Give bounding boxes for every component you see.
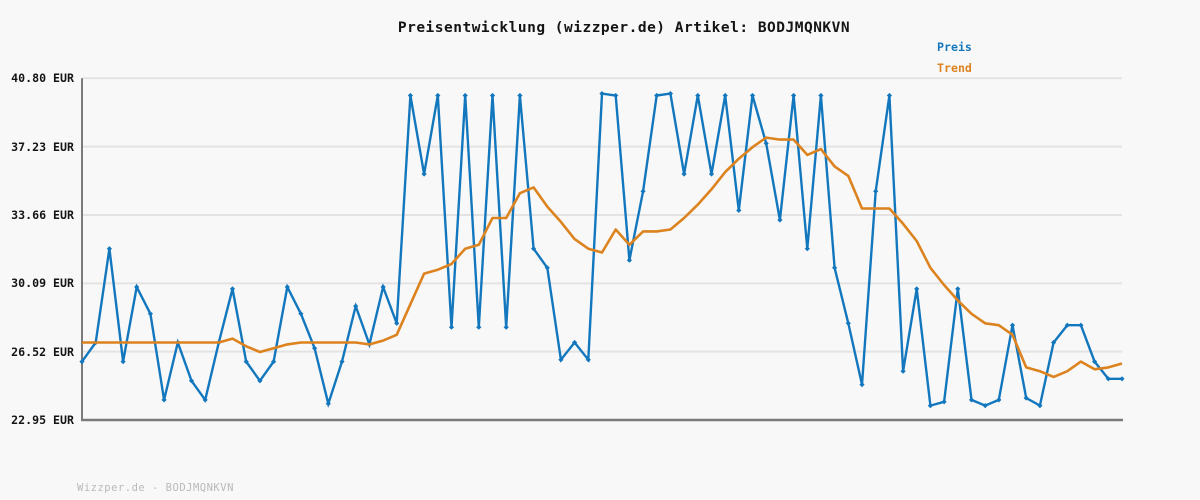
- y-axis-tick-label: 26.52 EUR: [11, 344, 74, 359]
- y-axis-tick-label: 37.23 EUR: [11, 139, 74, 154]
- legend-trend-label: Trend: [937, 61, 972, 75]
- y-axis-tick-label: 40.80 EUR: [11, 71, 74, 86]
- trend-line: [82, 136, 1123, 379]
- legend-price-label: Preis: [937, 40, 972, 54]
- y-axis-tick-label: 30.09 EUR: [11, 276, 74, 291]
- watermark: Wizzper.de - BODJMQNKVN: [77, 482, 234, 494]
- y-axis-tick-label: 33.66 EUR: [11, 207, 74, 222]
- price-line: [81, 92, 1122, 409]
- chart-title: Preisentwicklung (wizzper.de) Artikel: B…: [397, 20, 851, 36]
- y-axis-tick-label: 22.95 EUR: [11, 413, 74, 427]
